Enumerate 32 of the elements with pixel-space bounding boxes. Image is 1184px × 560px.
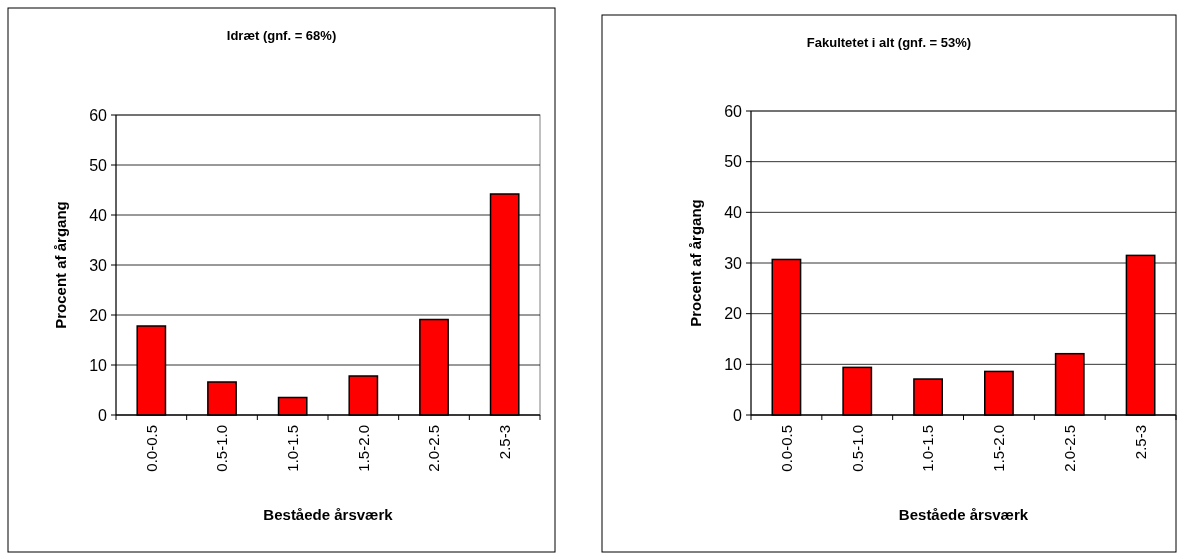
y-tick-label: 60 [89,106,108,124]
y-tick-label: 50 [89,156,108,174]
x-axis-title: Beståede årsværk [898,506,1029,523]
chart-title: Fakultetet i alt (gnf. = 53%) [806,35,972,50]
x-tick-label: 0.0-0.5 [142,425,160,472]
x-tick-label: 1.5-2.0 [354,425,372,472]
x-tick-label: 2.5-3 [1131,425,1149,460]
y-tick-label: 60 [724,102,743,120]
y-tick-label: 40 [89,206,108,224]
x-tick-label: 0.5-1.0 [213,425,231,472]
x-axis-title: Beståede årsværk [263,506,394,523]
y-tick-label: 40 [724,203,743,221]
y-tick-label: 0 [98,406,108,424]
chart-title: Idræt (gnf. = 68%) [226,28,337,43]
y-axis-title: Procent af årgang [52,201,69,329]
x-tick-label: 2.0-2.5 [1061,425,1078,472]
x-tick-label: 2.5-3 [495,425,513,460]
x-tick-label: 1.0-1.5 [919,425,937,472]
y-axis-title: Procent af årgang [687,199,704,327]
y-tick-label: 20 [89,306,108,324]
y-tick-label: 10 [89,356,108,374]
x-tick-label: 1.0-1.5 [283,425,301,472]
x-tick-label: 0.5-1.0 [848,425,866,472]
x-tick-label: 1.5-2.0 [990,425,1008,472]
x-tick-label: 2.0-2.5 [425,425,443,472]
y-tick-label: 10 [724,355,743,373]
y-tick-label: 20 [724,305,743,323]
y-tick-label: 50 [724,153,743,171]
x-tick-label: 0.0-0.5 [777,425,795,472]
y-tick-label: 30 [89,256,108,274]
y-tick-label: 30 [724,254,743,272]
y-tick-label: 0 [733,406,743,424]
